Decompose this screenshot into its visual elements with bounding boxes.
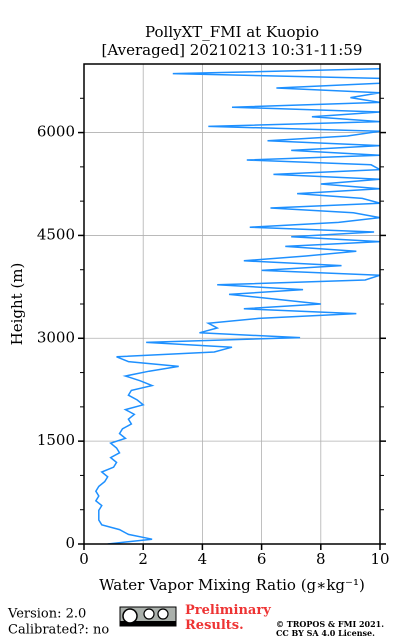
profile-line: [94, 68, 380, 544]
y-tick-label: 4500: [37, 225, 75, 243]
y-tick-label: 6000: [37, 123, 75, 141]
license: CC BY SA 4.0 License.: [276, 628, 375, 638]
status-1: Preliminary Results.: [185, 603, 271, 633]
x-tick-label: 2: [138, 550, 148, 568]
chart-title: PollyXT_FMI at Kuopio: [145, 23, 319, 41]
chart-subtitle: [Averaged] 20210213 10:31-11:59: [102, 41, 363, 59]
calibrated: Calibrated?: no: [8, 623, 109, 638]
x-tick-label: 0: [79, 550, 89, 568]
x-tick-label: 6: [257, 550, 267, 568]
y-tick-label: 0: [65, 534, 75, 552]
copyright: © TROPOS & FMI 2021.: [276, 619, 384, 629]
status-word: Preliminary: [185, 603, 271, 618]
x-axis-label: Water Vapor Mixing Ratio (g∗kg⁻¹): [99, 576, 365, 594]
y-axis-label: Height (m): [8, 263, 26, 346]
version: Version: 2.0: [7, 607, 86, 622]
x-tick-label: 4: [198, 550, 208, 568]
cc-logo: [119, 606, 177, 627]
plot-frame: [83, 63, 381, 545]
y-tick-label: 3000: [37, 328, 75, 346]
y-tick-label: 1500: [37, 431, 75, 449]
x-tick-label: 10: [370, 550, 389, 568]
x-tick-label: 8: [316, 550, 326, 568]
status-word: Results.: [185, 618, 244, 633]
